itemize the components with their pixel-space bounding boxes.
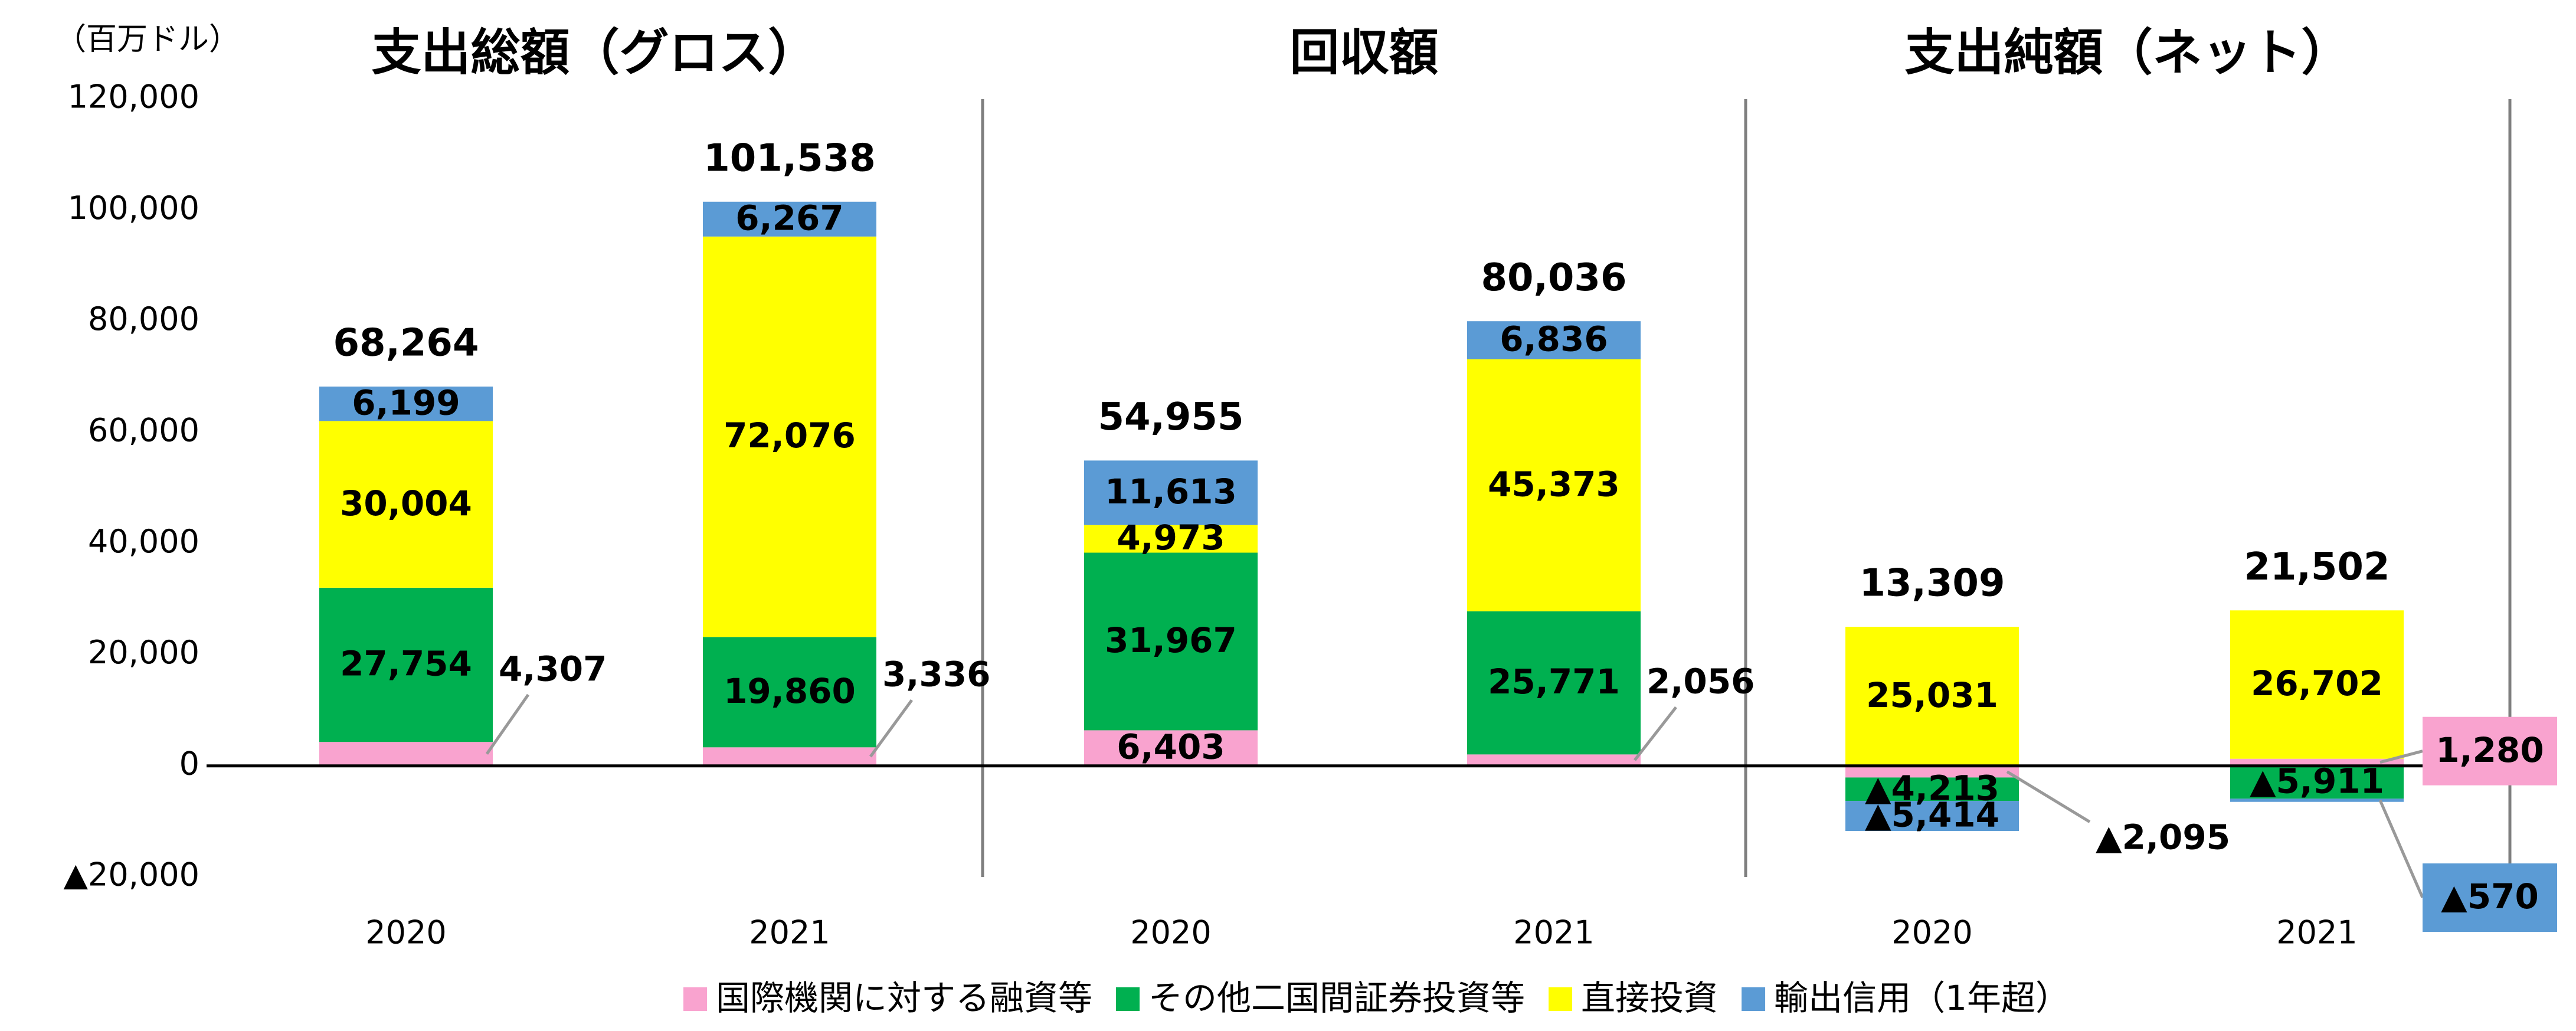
legend-label: 国際機関に対する融資等: [716, 978, 1092, 1018]
x-tick-label: 2020: [1130, 914, 1211, 951]
data-label: 26,702: [2251, 663, 2383, 703]
bar-segment: [1084, 460, 1258, 525]
bar-segment: [319, 742, 493, 766]
legend-swatch: [1116, 987, 1140, 1011]
legend-swatch: [683, 987, 708, 1011]
legend-label: その他二国間証券投資等: [1148, 978, 1525, 1018]
y-tick-label: 60,000: [88, 411, 199, 449]
data-label: 11,613: [1105, 472, 1237, 512]
data-label: 6,199: [352, 382, 460, 423]
panel-title: 支出総額（グロス）: [371, 24, 817, 81]
total-label: 13,309: [1860, 562, 2005, 605]
bar-segment: [1845, 801, 2019, 832]
legend-label: 直接投資: [1581, 978, 1718, 1018]
callout-box: [2423, 863, 2557, 932]
data-label: 27,754: [340, 644, 472, 684]
data-label: 6,836: [1500, 319, 1608, 359]
bar-segment: [1467, 359, 1641, 611]
data-label: 45,373: [1488, 464, 1620, 504]
x-tick-label: 2020: [1891, 914, 1972, 951]
bar-segment: [703, 637, 876, 748]
x-tick-label: 2021: [1513, 914, 1594, 951]
total-label: 80,036: [1481, 256, 1627, 300]
panel-title: 支出純額（ネット）: [1904, 24, 2351, 81]
leader-line: [1634, 706, 1677, 761]
data-label: 3,336: [882, 654, 990, 694]
data-label: 4,307: [499, 649, 607, 689]
y-tick-label: ▲20,000: [64, 856, 199, 893]
x-tick-label: 2020: [365, 914, 446, 951]
data-label: 1,280: [2436, 730, 2544, 770]
bar-segment: [1467, 611, 1641, 755]
data-label: 25,771: [1488, 662, 1620, 702]
x-tick-label: 2021: [749, 914, 830, 951]
data-label: 4,973: [1117, 518, 1225, 558]
bar-segment: [703, 201, 876, 237]
bar-segment: [1845, 765, 2019, 778]
y-tick-label: 20,000: [88, 634, 199, 671]
data-label: 6,267: [735, 198, 843, 238]
data-label: 72,076: [724, 415, 856, 456]
bar-segment: [2230, 798, 2404, 802]
leader-line: [869, 699, 914, 758]
y-tick-label: 100,000: [68, 189, 199, 227]
bar-segment: [1467, 754, 1641, 766]
data-label: ▲4,213: [1865, 768, 1999, 808]
legend-swatch: [1549, 987, 1573, 1011]
y-tick-label: 0: [179, 745, 199, 782]
bar-segment: [2230, 758, 2404, 766]
leader-line: [485, 693, 530, 755]
callout-box: [2423, 716, 2557, 785]
legend-swatch: [1742, 987, 1766, 1011]
data-label: 31,967: [1105, 620, 1237, 660]
data-label: 30,004: [340, 483, 472, 523]
y-axis-label: （百万ドル）: [55, 22, 240, 57]
total-label: 101,538: [703, 136, 876, 180]
bar-segment: [319, 421, 493, 588]
bar-segment: [319, 587, 493, 742]
data-label: 25,031: [1866, 675, 1998, 715]
bar-segment: [1084, 525, 1258, 553]
data-label: 2,056: [1647, 661, 1755, 701]
bar-segment: [1467, 321, 1641, 359]
total-label: 21,502: [2244, 545, 2390, 589]
y-tick-label: 80,000: [88, 300, 199, 338]
bar-segment: [1845, 777, 2019, 801]
legend-label: 輸出信用（1年超）: [1774, 978, 2070, 1018]
total-label: 54,955: [1098, 395, 1244, 439]
bar-segment: [1845, 627, 2019, 766]
bar-segment: [2230, 765, 2404, 799]
data-label: ▲2,095: [2096, 817, 2230, 857]
leader-line: [2378, 800, 2424, 899]
x-tick-label: 2021: [2276, 914, 2357, 951]
data-label: ▲570: [2441, 876, 2539, 917]
data-label: ▲5,414: [1865, 795, 1999, 835]
total-label: 68,264: [333, 322, 479, 365]
y-tick-label: 40,000: [88, 523, 199, 560]
bar-segment: [1084, 552, 1258, 731]
data-label: ▲5,911: [2250, 761, 2384, 801]
data-label: 19,860: [724, 671, 856, 711]
bar-segment: [2230, 610, 2404, 759]
bar-segment: [703, 236, 876, 637]
bar-segment: [319, 387, 493, 421]
bar-segment: [1084, 730, 1258, 766]
bar-segment: [703, 747, 876, 766]
panel-title: 回収額: [1289, 24, 1438, 81]
data-label: 6,403: [1117, 727, 1225, 767]
y-tick-label: 120,000: [68, 78, 199, 116]
leader-line: [2006, 770, 2091, 823]
leader-line: [2379, 749, 2423, 764]
